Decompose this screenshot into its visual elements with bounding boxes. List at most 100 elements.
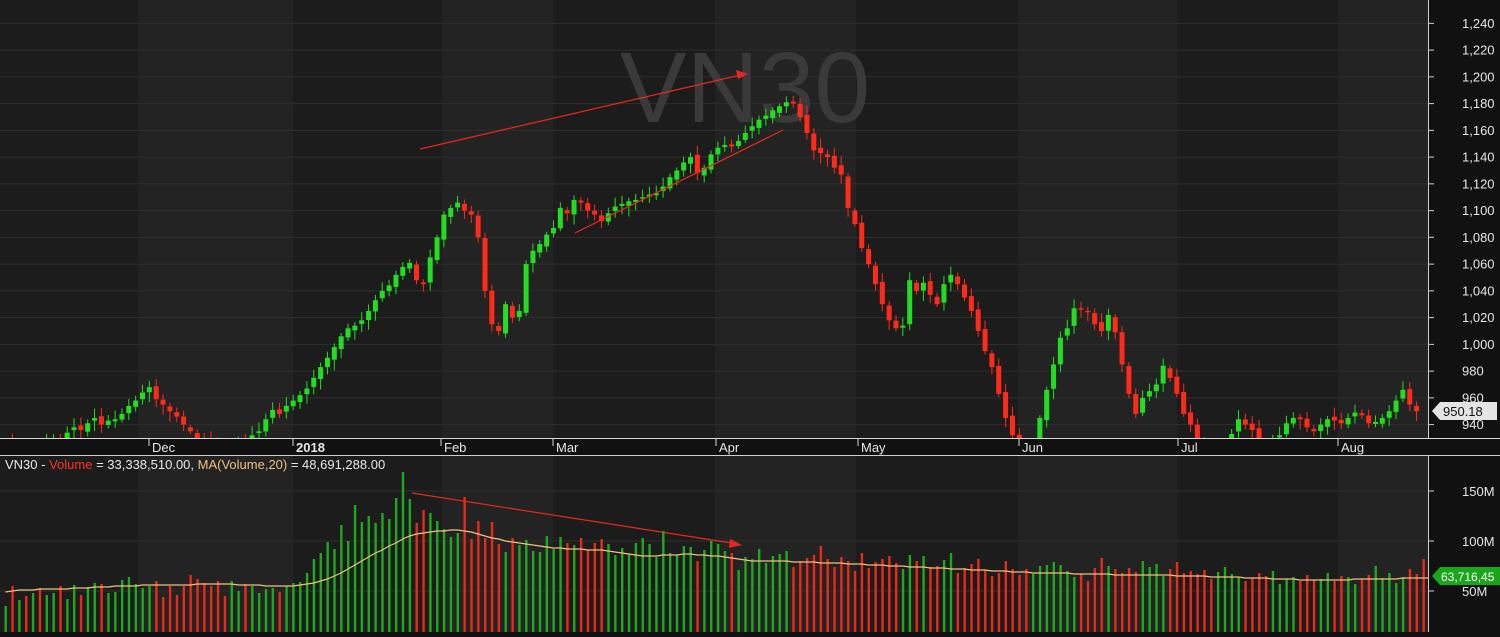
candle xyxy=(482,232,488,299)
volume-bar xyxy=(216,581,220,632)
volume-bar xyxy=(251,586,254,632)
volume-bar xyxy=(422,510,425,632)
volume-bar xyxy=(1127,568,1131,632)
volume-bars xyxy=(4,472,1428,632)
volume-bar xyxy=(751,559,754,632)
candle-body xyxy=(1366,415,1372,424)
volume-bar xyxy=(655,557,658,632)
volume-bar xyxy=(1271,571,1275,632)
candle-body xyxy=(338,336,344,350)
candle xyxy=(427,249,433,291)
candle xyxy=(1167,365,1173,382)
candle-body xyxy=(1297,417,1303,420)
last-price-flag: 950.18 xyxy=(1432,402,1497,421)
volume-bar xyxy=(1073,577,1076,632)
volume-bar xyxy=(929,567,932,632)
candle xyxy=(893,315,899,332)
volume-bar xyxy=(525,540,528,632)
candle xyxy=(612,197,618,218)
price-tick-label: 980 xyxy=(1462,364,1484,379)
volume-bar xyxy=(1312,580,1316,632)
time-axis: Dec 2018 Feb Mar Apr May Jun Jul Aug xyxy=(0,438,1500,456)
candle xyxy=(263,413,269,437)
candle xyxy=(1064,319,1070,341)
price-month-band xyxy=(1177,0,1338,438)
price-tick-label: 1,160 xyxy=(1462,123,1495,138)
candle-body xyxy=(1078,308,1084,310)
candle-body xyxy=(1229,433,1235,438)
candle-body xyxy=(1064,328,1070,336)
candle-body xyxy=(1105,314,1111,331)
candle-body xyxy=(414,264,419,281)
volume-bar xyxy=(100,584,103,632)
candle xyxy=(244,433,246,438)
candle xyxy=(777,103,783,118)
candle-body xyxy=(605,213,611,222)
volume-bar xyxy=(908,555,912,632)
candle-body xyxy=(920,282,926,291)
candle xyxy=(140,384,145,405)
candle xyxy=(1338,413,1344,430)
candle xyxy=(1112,314,1118,340)
volume-bar xyxy=(456,533,459,632)
volume-bar xyxy=(1182,573,1186,632)
volume-bar xyxy=(230,581,233,632)
candle-body xyxy=(475,215,481,238)
volume-bar xyxy=(785,551,788,632)
volume-bar xyxy=(675,555,679,632)
volume-bar xyxy=(449,537,453,632)
candle xyxy=(338,332,344,359)
volume-bar xyxy=(778,554,781,632)
volume-bar xyxy=(600,539,603,632)
last-volume-label: 63,716,45 xyxy=(1441,570,1495,584)
candle-body xyxy=(1236,419,1241,432)
candle xyxy=(167,402,173,422)
candle xyxy=(968,288,974,317)
candle-body xyxy=(612,206,618,211)
candle-body xyxy=(701,167,707,176)
candle-body xyxy=(1188,412,1194,425)
candle-body xyxy=(407,262,413,269)
candle-body xyxy=(1099,322,1104,331)
volume-bar xyxy=(333,549,336,632)
candle-body xyxy=(667,177,673,189)
volume-bar xyxy=(25,596,28,632)
volume-month-band xyxy=(0,456,138,632)
volume-bar xyxy=(888,556,891,632)
candle xyxy=(414,260,419,285)
time-tick-label: Feb xyxy=(444,440,466,455)
price-tick-label: 1,060 xyxy=(1462,257,1495,272)
candle-body xyxy=(1003,392,1009,418)
volume-bar xyxy=(1038,566,1042,632)
candle xyxy=(203,432,205,438)
candle xyxy=(735,134,741,149)
candle-body xyxy=(845,176,851,208)
candle xyxy=(1174,369,1180,397)
volume-bar xyxy=(744,557,747,632)
candle xyxy=(1105,308,1111,341)
candle-body xyxy=(948,274,954,283)
volume-bar xyxy=(1155,564,1158,632)
candle-body xyxy=(619,203,625,206)
volume-bar xyxy=(936,566,939,632)
candle-body xyxy=(1304,418,1310,428)
volume-bar xyxy=(326,542,329,632)
candle xyxy=(585,198,591,219)
candle-body xyxy=(448,207,454,217)
volume-bar xyxy=(79,595,83,632)
volume-bar xyxy=(381,513,384,632)
candle xyxy=(578,197,584,211)
volume-bar xyxy=(1018,575,1021,632)
candle xyxy=(366,304,372,330)
volume-bar xyxy=(1066,571,1069,632)
volume-bar xyxy=(1230,574,1234,632)
candle-body xyxy=(461,203,467,211)
candle xyxy=(1345,413,1351,429)
volume-bar xyxy=(1415,574,1418,632)
candle xyxy=(297,391,303,409)
volume-bar xyxy=(716,544,720,632)
candle-body xyxy=(962,284,967,298)
candle xyxy=(249,426,255,438)
volume-bar xyxy=(415,523,418,632)
volume-bar xyxy=(1306,575,1309,632)
